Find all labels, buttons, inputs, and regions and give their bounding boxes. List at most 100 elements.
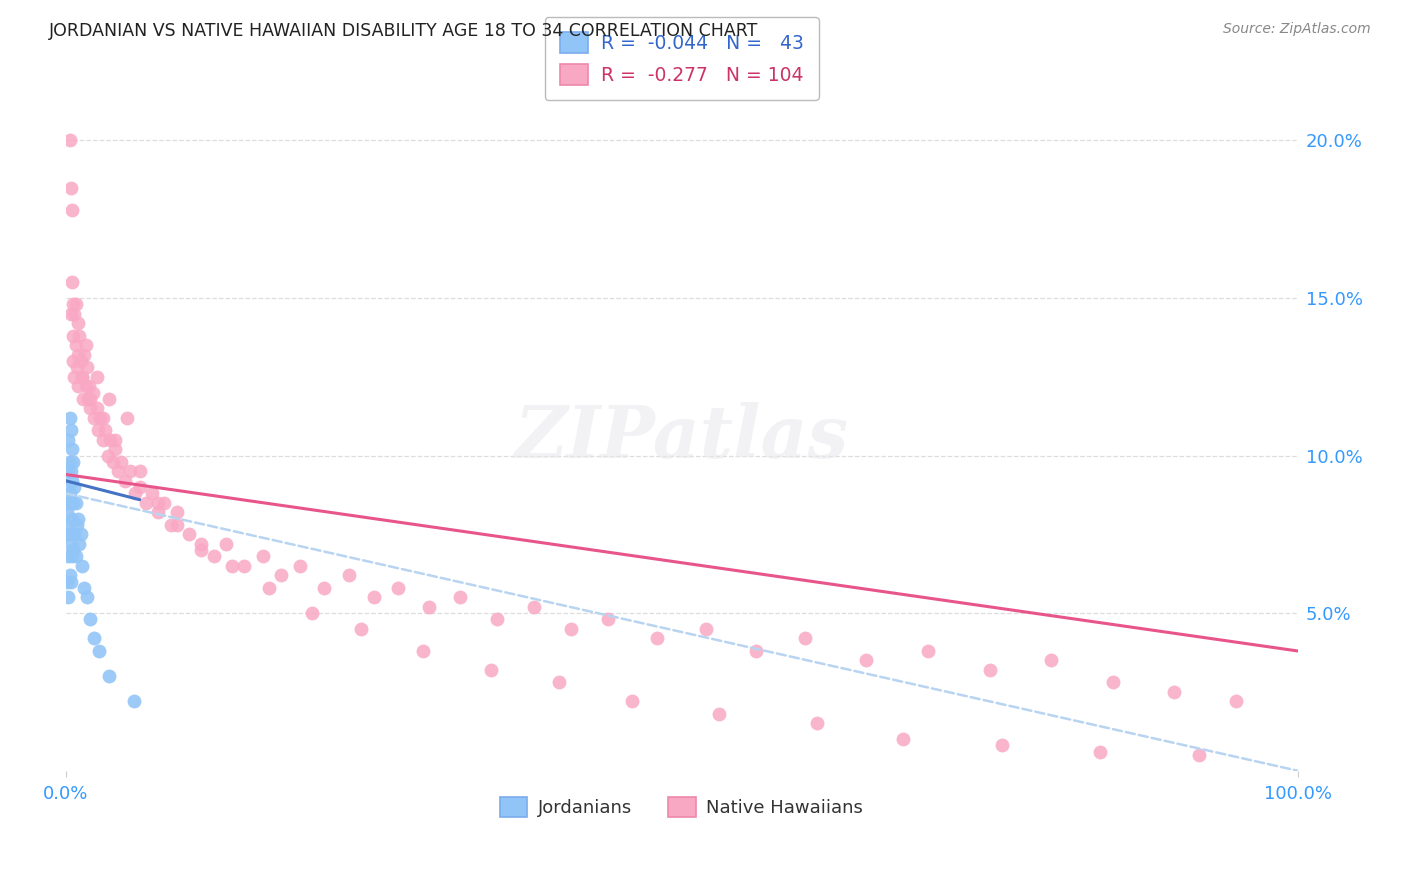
Point [314,581,336,595]
Point [87,644,110,658]
Point [148,505,170,519]
Point [75,379,97,393]
Point [83,410,105,425]
Point [124,486,146,500]
Point [917,644,939,658]
Point [135,496,157,510]
Point [806,716,828,731]
Point [69,527,91,541]
Point [337,568,360,582]
Point [59,537,82,551]
Point [60,474,83,488]
Point [77,379,100,393]
Point [547,675,569,690]
Point [288,558,311,573]
Point [58,549,80,564]
Point [58,433,80,447]
Point [1163,685,1185,699]
Point [991,739,1014,753]
Point [75,338,97,352]
Point [350,622,373,636]
Point [70,369,93,384]
Point [89,410,111,425]
Point [58,486,80,500]
Point [979,663,1001,677]
Point [63,369,86,384]
Point [86,401,108,416]
Point [62,543,84,558]
Point [79,401,101,416]
Point [62,354,84,368]
Point [1188,747,1211,762]
Point [65,496,87,510]
Point [94,423,117,437]
Point [87,423,110,437]
Text: Source: ZipAtlas.com: Source: ZipAtlas.com [1223,22,1371,37]
Point [58,527,80,541]
Point [58,410,80,425]
Point [153,496,176,510]
Point [148,496,170,510]
Point [233,558,256,573]
Point [65,338,87,352]
Point [66,360,89,375]
Point [62,455,84,469]
Point [59,574,82,589]
Point [118,464,141,478]
Point [67,511,90,525]
Point [412,644,434,658]
Point [270,568,292,582]
Point [301,606,323,620]
Point [56,527,79,541]
Point [60,549,83,564]
Point [252,549,274,564]
Point [58,568,80,582]
Point [177,527,200,541]
Point [202,549,225,564]
Point [83,632,105,646]
Point [67,537,90,551]
Point [59,423,82,437]
Point [63,480,86,494]
Point [97,392,120,406]
Point [70,558,93,573]
Point [257,581,280,595]
Point [59,496,82,510]
Point [60,202,83,217]
Point [855,653,877,667]
Point [695,622,717,636]
Point [72,392,94,406]
Point [363,591,385,605]
Point [744,644,766,658]
Point [560,622,582,636]
Point [70,369,93,384]
Point [58,133,80,147]
Point [91,410,114,425]
Point [67,316,90,330]
Point [67,328,90,343]
Point [91,433,114,447]
Point [63,527,86,541]
Point [59,307,82,321]
Point [141,486,163,500]
Point [79,612,101,626]
Point [59,180,82,194]
Point [1040,653,1063,667]
Point [128,464,150,478]
Point [73,581,96,595]
Point [62,297,84,311]
Point [76,360,98,375]
Point [485,612,508,626]
Point [1225,694,1247,708]
Point [58,455,80,469]
Point [67,379,90,393]
Point [65,549,87,564]
Point [65,297,87,311]
Point [221,558,243,573]
Point [97,669,120,683]
Point [56,574,79,589]
Point [69,354,91,368]
Point [62,328,84,343]
Point [101,455,124,469]
Point [82,385,104,400]
